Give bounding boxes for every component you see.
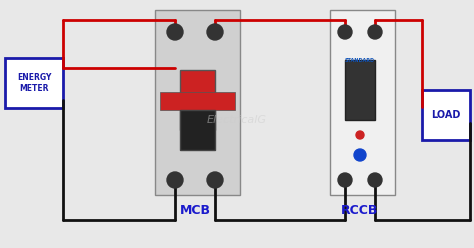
Circle shape: [368, 25, 382, 39]
Circle shape: [338, 173, 352, 187]
Circle shape: [167, 24, 183, 40]
Bar: [180, 70, 215, 130]
FancyBboxPatch shape: [155, 10, 240, 195]
Circle shape: [354, 149, 366, 161]
Circle shape: [207, 24, 223, 40]
Text: STANDARD: STANDARD: [345, 58, 375, 62]
FancyBboxPatch shape: [5, 58, 63, 108]
Text: ElectricalG: ElectricalG: [207, 115, 267, 125]
Text: LOAD: LOAD: [431, 110, 461, 120]
FancyBboxPatch shape: [422, 90, 470, 140]
Circle shape: [368, 173, 382, 187]
Circle shape: [356, 131, 364, 139]
Bar: [160, 92, 235, 110]
Circle shape: [338, 25, 352, 39]
Circle shape: [167, 172, 183, 188]
Text: RCCB: RCCB: [341, 204, 379, 217]
Text: MCB: MCB: [180, 204, 210, 217]
Bar: [345, 60, 375, 120]
Text: ENERGY
METER: ENERGY METER: [17, 73, 51, 93]
Bar: [180, 110, 215, 150]
Circle shape: [207, 172, 223, 188]
FancyBboxPatch shape: [330, 10, 395, 195]
